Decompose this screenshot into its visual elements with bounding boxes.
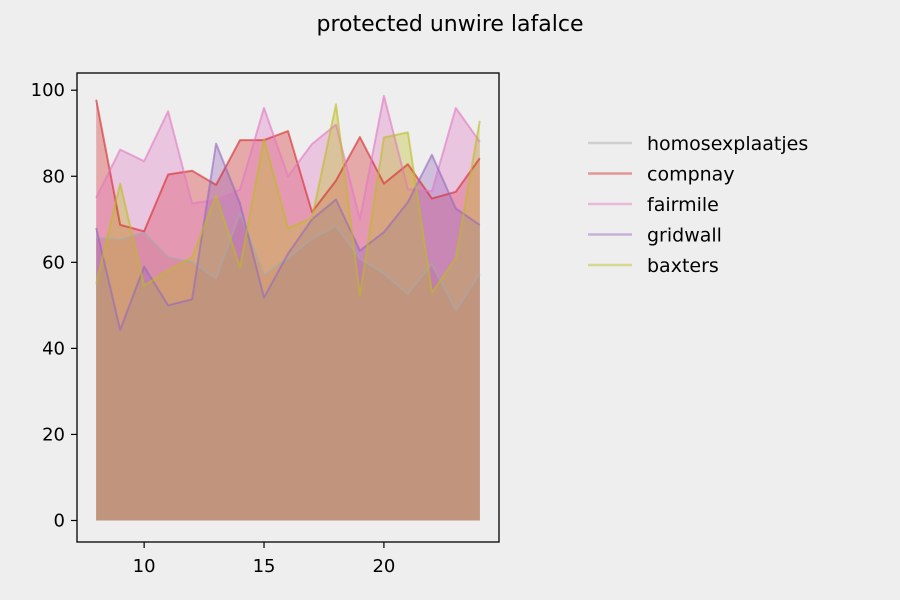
y-tick-label: 20 bbox=[42, 424, 65, 445]
x-tick-label: 10 bbox=[133, 556, 156, 577]
chart-title: protected unwire lafalce bbox=[316, 12, 583, 37]
legend-label-homosexplaatjes: homosexplaatjes bbox=[647, 133, 808, 155]
legend-label-gridwall: gridwall bbox=[647, 225, 722, 247]
series-line-compnay bbox=[95, 99, 481, 233]
area-fill-baxters bbox=[96, 104, 480, 521]
x-axis: 10 15 20 bbox=[133, 542, 395, 577]
y-axis: 0 20 40 60 80 100 bbox=[31, 80, 77, 531]
y-tick-label: 60 bbox=[42, 252, 65, 273]
legend-label-compnay: compnay bbox=[647, 164, 735, 186]
area-fill-homosexplaatjes bbox=[96, 213, 480, 521]
series-line-homosexplaatjes bbox=[96, 212, 481, 312]
legend-label-fairmile: fairmile bbox=[647, 194, 719, 216]
area-fill-gridwall bbox=[96, 143, 480, 521]
y-tick-label: 40 bbox=[42, 338, 65, 359]
series-line-baxters bbox=[95, 103, 481, 297]
legend-label-baxters: baxters bbox=[647, 255, 719, 277]
x-tick-label: 15 bbox=[253, 556, 276, 577]
plot-areas bbox=[96, 95, 480, 521]
area-fill-compnay bbox=[96, 99, 480, 521]
y-tick-label: 100 bbox=[31, 80, 65, 101]
plot-frame bbox=[76, 72, 500, 543]
plot-lines bbox=[95, 94, 481, 331]
legend: homosexplaatjes compnay fairmile gridwall ba… bbox=[588, 133, 808, 277]
y-tick-label: 0 bbox=[54, 510, 65, 531]
x-tick-label: 20 bbox=[372, 556, 395, 577]
y-tick-label: 80 bbox=[42, 166, 65, 187]
area-fill-fairmile bbox=[96, 95, 480, 521]
